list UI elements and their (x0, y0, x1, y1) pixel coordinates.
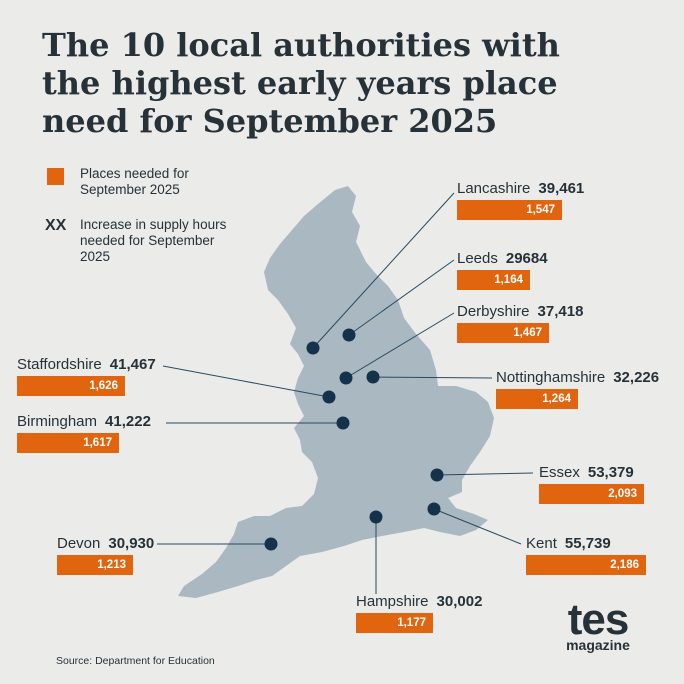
places-bar: 1,547 (457, 200, 562, 220)
supply-hours: 53,379 (587, 464, 634, 481)
connector-leeds (348, 259, 455, 336)
connector-staffordshire (162, 365, 330, 398)
marker-staffordshire (322, 390, 336, 404)
callout-nottinghamshire: Nottinghamshire 32,226 1,264 (496, 369, 659, 409)
supply-hours: 29684 (505, 250, 548, 267)
places-bar: 1,617 (17, 433, 119, 453)
logo-main: tes (567, 595, 630, 644)
legend-places-swatch (47, 168, 64, 185)
authority-name: Birmingham (17, 413, 98, 430)
authority-name: Essex (539, 464, 580, 481)
supply-hours: 30,002 (436, 593, 483, 610)
marker-nottinghamshire (366, 370, 380, 384)
authority-name: Lancashire (457, 180, 531, 197)
connector-kent (433, 508, 522, 545)
supply-hours: 39,461 (538, 180, 585, 197)
authority-name: Nottinghamshire (496, 369, 606, 386)
callout-birmingham: Birmingham 41,222 1,617 (17, 413, 151, 453)
authority-name: Hampshire (356, 593, 429, 610)
authority-name: Devon (57, 535, 101, 552)
legend-supply-marker: XX (45, 217, 67, 234)
places-bar: 1,164 (457, 270, 530, 290)
places-bar: 1,264 (496, 389, 578, 409)
marker-derbyshire (339, 371, 353, 385)
connector-derbyshire (345, 312, 455, 379)
marker-essex (430, 468, 444, 482)
callout-leeds: Leeds 29684 1,164 (457, 250, 548, 290)
marker-hampshire (369, 510, 383, 524)
source-note: Source: Department for Education (56, 655, 215, 667)
marker-birmingham (336, 416, 350, 430)
places-bar: 1,177 (356, 613, 433, 633)
supply-hours: 32,226 (613, 369, 660, 386)
marker-leeds (342, 328, 356, 342)
supply-hours: 30,930 (108, 535, 155, 552)
callout-hampshire: Hampshire 30,002 1,177 (356, 593, 482, 633)
authority-name: Kent (526, 535, 557, 552)
callout-essex: Essex 53,379 2,093 (539, 464, 644, 504)
callout-kent: Kent 55,739 2,186 (526, 535, 646, 575)
supply-hours: 37,418 (537, 303, 584, 320)
authority-name: Derbyshire (457, 303, 530, 320)
authority-name: Staffordshire (17, 356, 102, 373)
legend-supply-label: Increase in supply hours needed for Sept… (80, 217, 227, 264)
callout-devon: Devon 30,930 1,213 (57, 535, 154, 575)
places-bar: 1,626 (17, 376, 125, 396)
connector-lancashire (312, 192, 455, 349)
authority-name: Leeds (457, 250, 498, 267)
places-bar: 2,186 (526, 555, 646, 575)
connector-essex (436, 472, 534, 476)
places-bar: 1,213 (57, 555, 133, 575)
page-title: The 10 local authorities with the highes… (42, 26, 560, 140)
places-bar: 1,467 (457, 323, 549, 343)
callout-derbyshire: Derbyshire 37,418 1,467 (457, 303, 583, 343)
callout-lancashire: Lancashire 39,461 1,547 (457, 180, 584, 220)
connector-nottinghamshire (372, 376, 493, 379)
logo-sub: magazine (566, 637, 630, 653)
places-bar: 2,093 (539, 484, 644, 504)
marker-lancashire (306, 341, 320, 355)
supply-hours: 41,467 (109, 356, 156, 373)
supply-hours: 55,739 (564, 535, 611, 552)
england-outline (178, 186, 494, 598)
legend-places-label: Places needed for September 2025 (80, 166, 189, 197)
marker-devon (264, 537, 278, 551)
supply-hours: 41,222 (105, 413, 151, 430)
tes-magazine-logo: tes magazine (558, 595, 638, 653)
marker-kent (427, 502, 441, 516)
callout-staffordshire: Staffordshire 41,467 1,626 (17, 356, 156, 396)
